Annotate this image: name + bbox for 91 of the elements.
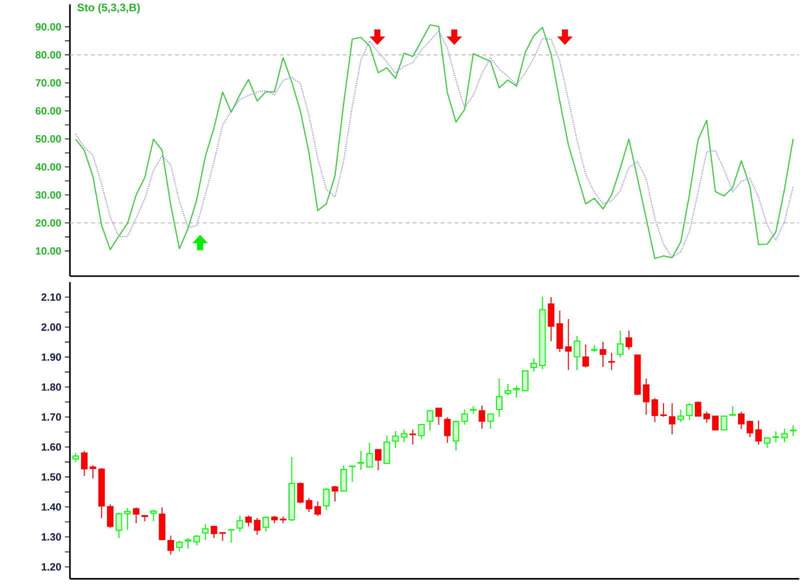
candlestick bbox=[340, 464, 347, 492]
candlestick bbox=[297, 482, 304, 504]
candlestick bbox=[678, 409, 684, 423]
candlestick bbox=[694, 400, 702, 417]
y-tick-label: 1.30 bbox=[42, 533, 61, 541]
candlestick bbox=[513, 385, 520, 398]
candlestick bbox=[746, 420, 754, 438]
y-tick-label: 70.00 bbox=[36, 79, 61, 87]
candlestick bbox=[755, 420, 762, 446]
y-tick-label: 1.80 bbox=[42, 383, 61, 391]
candlestick bbox=[254, 518, 260, 536]
candlestick bbox=[116, 512, 122, 539]
candlestick bbox=[686, 402, 693, 421]
candlestick bbox=[202, 523, 209, 541]
candlestick bbox=[323, 487, 330, 510]
candlestick bbox=[478, 405, 486, 430]
candlestick bbox=[764, 436, 770, 448]
candlestick bbox=[642, 378, 650, 416]
candlestick bbox=[210, 525, 218, 539]
candlestick bbox=[132, 507, 140, 524]
candlestick bbox=[435, 408, 442, 426]
candlestick bbox=[106, 504, 114, 529]
candlestick bbox=[781, 428, 788, 443]
candlestick bbox=[384, 435, 390, 464]
candlestick bbox=[400, 429, 408, 443]
y-tick-label: 90.00 bbox=[36, 23, 61, 31]
y-tick-label: 1.60 bbox=[42, 443, 61, 451]
candlestick bbox=[236, 515, 244, 532]
candlestick bbox=[374, 449, 382, 471]
y-tick-label: 1.50 bbox=[42, 473, 61, 481]
y-tick-label: 1.40 bbox=[42, 503, 61, 511]
candlestick bbox=[504, 384, 512, 396]
candlestick bbox=[81, 450, 88, 477]
candlestick bbox=[720, 416, 728, 432]
candlestick bbox=[565, 318, 572, 371]
candlestick bbox=[410, 429, 416, 446]
candlestick bbox=[487, 414, 494, 430]
candlestick bbox=[444, 416, 451, 444]
candlestick bbox=[358, 450, 364, 471]
candlestick bbox=[703, 411, 710, 424]
candlestick bbox=[712, 416, 719, 432]
candlestick bbox=[626, 330, 632, 350]
candlestick bbox=[245, 515, 252, 527]
candlestick bbox=[660, 402, 667, 418]
candlestick bbox=[306, 498, 312, 513]
y-tick-label: 20.00 bbox=[36, 219, 61, 227]
candlestick bbox=[738, 411, 745, 430]
y-tick-label: 80.00 bbox=[36, 51, 61, 59]
candlestick bbox=[176, 540, 183, 552]
candlestick bbox=[418, 423, 425, 440]
candlestick bbox=[668, 402, 676, 435]
candlestick bbox=[90, 464, 96, 480]
candlestick bbox=[150, 509, 157, 522]
candlestick bbox=[608, 352, 615, 371]
y-tick-label: 1.90 bbox=[42, 353, 61, 361]
candlestick bbox=[184, 538, 192, 550]
y-tick-label: 30.00 bbox=[36, 191, 61, 199]
candlestick bbox=[228, 529, 235, 544]
candlestick bbox=[729, 406, 736, 417]
candlestick bbox=[193, 534, 200, 546]
y-tick-label: 2.00 bbox=[41, 323, 61, 331]
candlestick bbox=[600, 341, 606, 368]
y-tick-label: 1.70 bbox=[42, 413, 61, 421]
candlestick bbox=[772, 430, 780, 443]
candlestick bbox=[522, 370, 528, 392]
candlestick bbox=[452, 420, 460, 451]
candlestick bbox=[574, 336, 580, 371]
candlestick bbox=[262, 516, 270, 532]
candlestick bbox=[616, 330, 624, 358]
candlestick bbox=[349, 466, 356, 482]
candlestick bbox=[582, 344, 589, 368]
candlestick bbox=[548, 296, 554, 342]
candlestick bbox=[652, 398, 658, 423]
y-tick-label: 60.00 bbox=[36, 107, 61, 115]
candlestick bbox=[392, 430, 399, 448]
candlestick bbox=[426, 410, 434, 432]
candlestick bbox=[790, 424, 796, 437]
y-tick-label: 50.00 bbox=[36, 135, 61, 143]
candlestick bbox=[314, 501, 321, 516]
candlestick bbox=[366, 442, 373, 468]
candlestick bbox=[167, 535, 174, 556]
y-tick-label: 1.20 bbox=[42, 563, 61, 571]
candlestick bbox=[496, 378, 502, 418]
candlestick bbox=[461, 409, 468, 426]
candlestick bbox=[332, 486, 338, 502]
y-tick-label: 40.00 bbox=[35, 163, 61, 171]
candlestick bbox=[530, 358, 538, 372]
y-tick-label: 10.00 bbox=[36, 247, 61, 255]
y-tick-label: 2.10 bbox=[41, 294, 61, 301]
candlestick bbox=[124, 508, 131, 530]
chart-title: Sto (5,3,3,B) bbox=[77, 3, 140, 14]
